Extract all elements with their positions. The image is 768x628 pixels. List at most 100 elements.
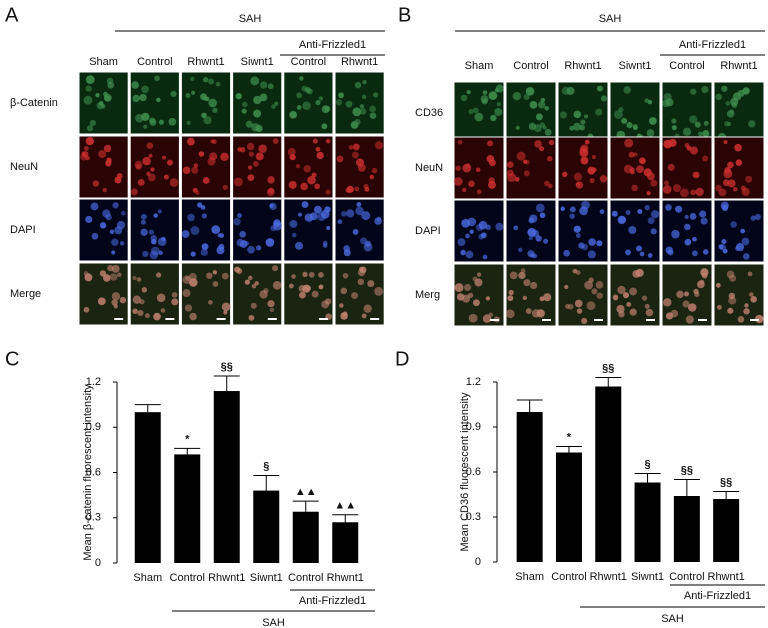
y-axis-label: Mean β-catenin fluorescent intensity: [82, 384, 94, 561]
cell: [690, 88, 697, 95]
cell: [572, 268, 578, 274]
cell: [131, 81, 139, 89]
cell: [455, 165, 461, 171]
cell: [83, 306, 90, 313]
cell: [132, 275, 137, 281]
cell: [644, 204, 650, 211]
panel-letter: D: [395, 348, 409, 370]
cell: [85, 137, 94, 146]
cell: [599, 209, 605, 214]
cell: [86, 125, 94, 132]
cell: [547, 155, 553, 162]
cell: [745, 175, 753, 183]
cell: [374, 217, 382, 225]
error-bar: [634, 473, 661, 483]
error-bar: [516, 399, 543, 412]
cell: [335, 99, 343, 106]
cell: [297, 212, 302, 217]
cell: [254, 281, 259, 286]
cell: [296, 105, 302, 110]
cell: [158, 119, 164, 125]
cell: [548, 139, 555, 146]
cell: [618, 216, 626, 224]
cell: [522, 295, 527, 301]
cell: [85, 85, 92, 92]
group-label: SAH: [661, 613, 684, 625]
cell: [289, 219, 298, 228]
cell: [663, 180, 669, 186]
bar: [134, 412, 161, 563]
cell: [85, 155, 90, 161]
cell: [250, 302, 257, 309]
annotation: §§: [681, 464, 693, 476]
column-label: Rhwnt1: [720, 60, 757, 72]
cell: [595, 108, 603, 116]
cell: [469, 229, 474, 234]
cell: [573, 110, 582, 119]
micrograph: [180, 135, 232, 199]
cell: [253, 95, 262, 105]
cell: [472, 299, 480, 307]
cell: [316, 151, 324, 160]
cell: [221, 302, 231, 312]
error-bar: [555, 446, 582, 453]
cell: [191, 166, 199, 174]
cell: [374, 286, 384, 296]
cell: [342, 272, 349, 279]
error-bar: [213, 375, 240, 392]
cell: [623, 86, 631, 94]
cell: [359, 266, 367, 274]
cell: [632, 123, 638, 130]
cell: [182, 289, 191, 298]
cell: [461, 218, 471, 228]
cell: [626, 122, 633, 129]
row-label: DAPI: [415, 225, 441, 237]
cell: [529, 100, 538, 109]
cell: [629, 167, 635, 173]
micrograph: [334, 71, 385, 135]
cell: [247, 165, 253, 170]
cell: [216, 246, 225, 255]
cell: [272, 280, 282, 290]
cell: [465, 250, 474, 259]
cell: [457, 238, 466, 246]
cell: [269, 307, 275, 313]
cell: [212, 281, 219, 287]
cell: [371, 167, 378, 174]
y-axis-label: Mean CD36 fluorescent intensity: [459, 392, 471, 551]
cell: [190, 251, 196, 257]
x-tick-label: Siwnt1: [631, 571, 664, 583]
cell: [298, 285, 306, 292]
cell: [689, 115, 698, 124]
cell: [233, 217, 241, 226]
cell: [702, 129, 710, 138]
cell: [720, 201, 729, 210]
panel-letter: A: [5, 4, 19, 26]
cell: [136, 277, 142, 282]
cell: [236, 268, 243, 274]
cell: [236, 238, 245, 247]
cell: [573, 172, 583, 181]
cell: [596, 292, 603, 299]
cell: [596, 240, 603, 247]
cell: [692, 236, 697, 242]
cell: [628, 225, 637, 235]
bar: [595, 386, 622, 562]
cell: [724, 167, 731, 174]
cell: [346, 209, 355, 218]
cell: [135, 114, 144, 123]
cell: [509, 271, 518, 280]
cell: [532, 253, 538, 259]
cell: [538, 101, 546, 109]
cell: [315, 100, 321, 106]
cell: [219, 233, 225, 238]
cell: [689, 146, 698, 155]
cell: [726, 121, 732, 127]
cell: [361, 94, 367, 100]
cell: [372, 92, 379, 98]
cell: [700, 217, 708, 225]
cell: [239, 230, 246, 238]
cell: [208, 300, 213, 305]
cell: [146, 171, 151, 177]
cell: [685, 315, 695, 324]
